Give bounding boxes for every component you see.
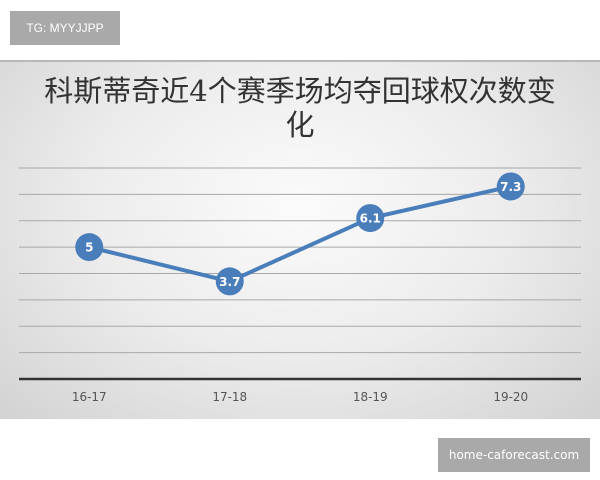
x-tick-label: 18-19 (353, 390, 388, 404)
data-label: 6.1 (360, 212, 381, 226)
data-point (215, 267, 244, 296)
watermark-site: home-caforecast.com (438, 438, 590, 472)
x-tick-label: 16-17 (72, 390, 107, 404)
data-point (75, 233, 104, 262)
chart-title: 科斯蒂奇近4个赛季场均夺回球权次数变化 (44, 74, 556, 142)
series-line (88, 184, 512, 284)
x-tick-label: 17-18 (212, 390, 247, 404)
data-label: 3.7 (219, 275, 240, 289)
data-label: 7.3 (500, 180, 521, 194)
data-point (496, 172, 525, 201)
x-tick-label: 19-20 (493, 390, 528, 404)
data-label: 5 (85, 241, 93, 255)
watermark-tg: TG: MYYJJPP (10, 11, 120, 45)
data-point (356, 204, 385, 233)
